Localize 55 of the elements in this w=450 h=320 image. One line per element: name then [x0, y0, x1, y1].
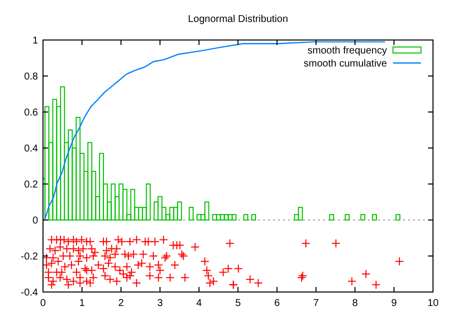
- bar: [52, 98, 58, 220]
- y-tick-label: 1: [32, 36, 38, 46]
- x-tick-label: 0: [40, 298, 46, 309]
- bar: [158, 196, 162, 220]
- x-tick-label: 2: [118, 298, 124, 309]
- bar: [329, 214, 334, 220]
- bar: [360, 214, 366, 220]
- y-tick-label: 0.4: [24, 144, 38, 154]
- bar: [395, 214, 400, 220]
- bar: [228, 214, 233, 220]
- bar: [110, 184, 116, 220]
- bar: [169, 206, 174, 220]
- bar: [220, 214, 225, 220]
- bar: [196, 214, 202, 220]
- bar: [243, 214, 248, 220]
- line-series: [44, 41, 386, 221]
- bar: [177, 202, 182, 220]
- y-tick-label: 0.8: [24, 72, 38, 82]
- x-tick-label: 9: [391, 298, 398, 309]
- bar: [224, 214, 229, 220]
- bar: [232, 214, 237, 220]
- bar: [76, 116, 81, 220]
- bar: [372, 214, 377, 220]
- bar: [212, 214, 218, 220]
- x-tick-label: 1: [79, 298, 86, 309]
- y-tick-label: 0.6: [24, 108, 38, 118]
- x-tick-label: 10: [427, 298, 439, 309]
- bar: [251, 214, 256, 220]
- bar: [188, 206, 194, 220]
- bar: [99, 152, 104, 220]
- bar: [146, 184, 151, 220]
- bar: [68, 130, 73, 220]
- bar: [216, 214, 221, 220]
- y-tick-label: -0.2: [20, 252, 38, 262]
- legend-label: smooth frequency: [308, 46, 387, 56]
- bar: [87, 142, 92, 220]
- x-tick-label: 5: [235, 298, 242, 309]
- bar: [204, 202, 210, 220]
- legend-label: smooth cumulative: [304, 58, 388, 70]
- x-tick-label: 4: [196, 298, 202, 309]
- bar: [130, 188, 136, 220]
- bar: [60, 86, 65, 220]
- y-tick-label: -0.4: [20, 288, 38, 298]
- chart-title: Lognormal Distribution: [188, 14, 288, 25]
- x-tick-label: 3: [157, 298, 164, 309]
- bar: [44, 106, 50, 220]
- x-tick-label: 8: [352, 298, 358, 309]
- y-tick-label: 0: [32, 216, 38, 226]
- y-tick-label: 0.2: [24, 180, 38, 190]
- bar: [138, 206, 143, 220]
- bar: [118, 184, 124, 220]
- x-tick-label: 6: [274, 298, 280, 309]
- bar: [344, 214, 350, 220]
- bar: [298, 206, 303, 220]
- x-tick-label: 7: [313, 298, 320, 309]
